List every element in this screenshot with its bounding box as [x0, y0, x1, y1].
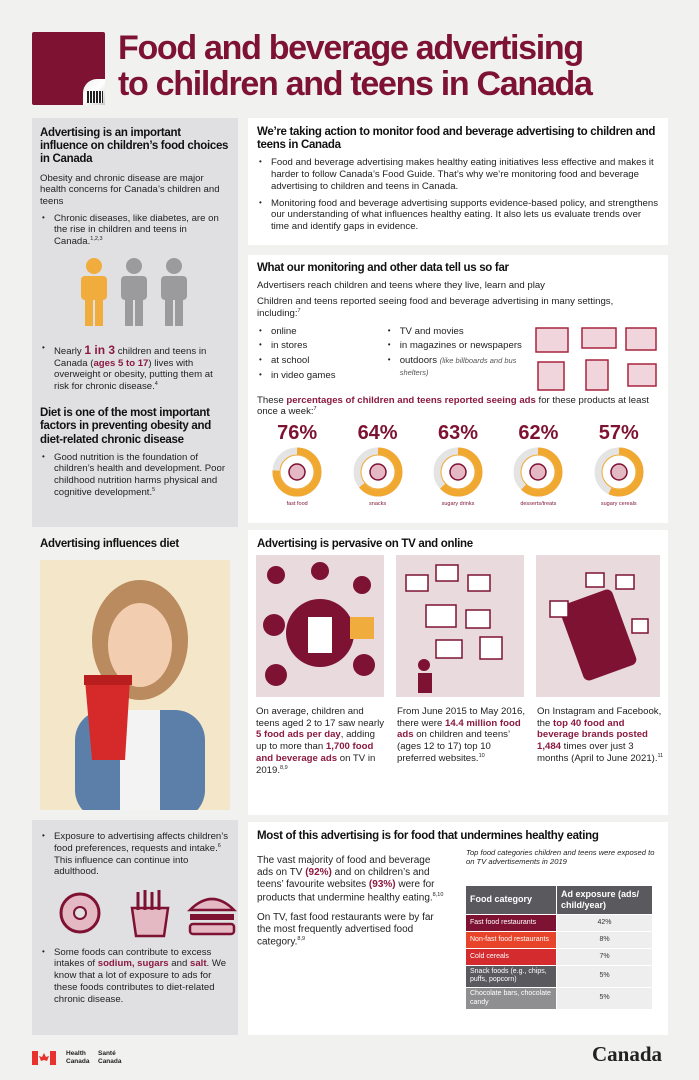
text: Advertisers reach children and teens whe…	[257, 280, 545, 292]
settings-list-2: TV and movies in magazines or newspapers o…	[386, 323, 525, 391]
value-cell: 5%	[557, 965, 652, 987]
product-label: snacks	[369, 501, 387, 508]
section-heading: Advertising influences diet	[40, 538, 179, 550]
table-row: Snack foods (e.g., chips, puffs, popcorn…	[466, 965, 652, 987]
social-ads-text: On Instagram and Facebook, the top 40 fo…	[537, 706, 664, 764]
percent-value: 57%	[598, 422, 639, 445]
value-cell: 5%	[557, 988, 652, 1010]
bullet: Exposure to advertising affects children…	[40, 831, 230, 878]
product-stat: 62% desserts/treats	[498, 422, 578, 508]
section-heading: We’re taking action to monitor food and …	[257, 126, 656, 152]
product-label: sugary cereals	[600, 501, 637, 508]
canada-wordmark: Canada	[592, 1042, 663, 1066]
tv-ads-illustration	[256, 555, 384, 697]
food-icon	[368, 463, 387, 481]
column-header: Ad exposure (ads/ child/year)	[557, 886, 652, 914]
setting-item: in video games	[257, 370, 386, 382]
girl-with-drink-photo	[40, 560, 230, 810]
section-heading: What our monitoring and other data tell …	[257, 262, 509, 274]
bullet: Nearly 1 in 3 children and teens in Cana…	[40, 343, 230, 393]
media-ad-icons	[535, 326, 658, 391]
left-panel-exposure: Exposure to advertising affects children…	[32, 820, 238, 1035]
bullet: Food and beverage advertising makes heal…	[257, 157, 659, 192]
undermine-card: Most of this advertising is for food tha…	[248, 822, 668, 1035]
bullet: Good nutrition is the foundation of chil…	[40, 452, 230, 499]
setting-item: in stores	[257, 340, 386, 352]
food-icon	[449, 463, 467, 481]
section-heading: Advertising is an important influence on…	[40, 127, 229, 166]
percent-value: 76%	[277, 422, 318, 445]
left-panel-influence: Advertising is an important influence on…	[32, 118, 238, 527]
value-cell: 8%	[557, 931, 652, 948]
product-stat: 57% sugary cereals	[579, 422, 659, 508]
product-label: desserts/treats	[520, 501, 557, 508]
food-icon	[529, 463, 548, 481]
category-cell: Snack foods (e.g., chips, puffs, popcorn…	[466, 965, 556, 987]
sante-canada-fr: Santé Canada	[98, 1050, 122, 1065]
settings-list-1: online in stores at school in video games	[257, 323, 386, 391]
settings-row: online in stores at school in video games T…	[257, 323, 659, 391]
category-cell: Cold cereals	[466, 948, 556, 965]
section-heading: Most of this advertising is for food tha…	[257, 830, 599, 842]
category-cell: Non-fast food restaurants	[466, 931, 556, 948]
category-cell: Chocolate bars, chocolate candy	[466, 988, 556, 1010]
product-label: fast food	[286, 501, 308, 508]
setting-item: online	[257, 326, 386, 338]
product-stat: 76% fast food	[257, 422, 337, 508]
bullet: Chronic diseases, like diabetes, are on …	[40, 213, 230, 248]
donut-fill	[594, 447, 644, 497]
health-canada-signature: Health Canada Santé Canada	[32, 1050, 122, 1066]
outdoors-note: (like billboards and bus shelters)	[399, 355, 517, 377]
table-row: Non-fast food restaurants 8%	[466, 931, 652, 948]
column-header: Food category	[466, 886, 556, 914]
text: Children and teens reported seeing food …	[257, 295, 614, 319]
ad-exposure-table: Food category Ad exposure (ads/ child/yea…	[465, 885, 653, 1010]
bullet: Monitoring food and beverage advertising…	[257, 198, 659, 233]
product-stats: 76% fast food 64% snacks 63% sugary drinks 62%…	[257, 422, 659, 508]
website-ads-illustration	[396, 555, 524, 697]
percent-value: 63%	[437, 422, 478, 445]
text: These percentages of children and teens …	[257, 394, 649, 418]
donut-fill	[513, 447, 563, 497]
junk-food-icons	[59, 890, 238, 938]
donut-fill	[353, 447, 403, 497]
setting-item: TV and movies	[386, 326, 525, 338]
food-icon	[288, 463, 306, 481]
social-media-ads-illustration	[536, 555, 660, 697]
title-line-1: Food and beverage advertising	[118, 29, 584, 67]
people-icon	[40, 248, 230, 338]
section-heading: Advertising is pervasive on TV and onlin…	[257, 538, 473, 550]
page-title: Food and beverage advertising to children…	[118, 29, 593, 103]
intro-text: Obesity and chronic disease are major he…	[40, 172, 220, 208]
category-cell: Fast food restaurants	[466, 914, 556, 931]
product-stat: 63% sugary drinks	[418, 422, 498, 508]
value-cell: 42%	[557, 914, 652, 931]
undermine-text: The vast majority of food and beverage a…	[257, 855, 444, 948]
table-row: Cold cereals 7%	[466, 948, 652, 965]
tv-ads-text: On average, children and teens aged 2 to…	[256, 706, 385, 776]
action-card: We’re taking action to monitor food and …	[248, 118, 668, 245]
ad-logo-icon	[32, 32, 105, 105]
monitoring-card: What our monitoring and other data tell …	[248, 255, 668, 523]
value-cell: 7%	[557, 948, 652, 965]
website-ads-text: From June 2015 to May 2016, there were 1…	[397, 706, 525, 764]
bullet: Some foods can contribute to excess inta…	[40, 947, 230, 1006]
table-row: Chocolate bars, chocolate candy 5%	[466, 988, 652, 1010]
food-icon	[610, 463, 628, 481]
setting-item: in magazines or newspapers	[386, 340, 525, 352]
health-canada-en: Health Canada	[66, 1050, 90, 1065]
section-heading: Diet is one of the most important factor…	[40, 407, 211, 446]
percent-value: 64%	[357, 422, 398, 445]
product-stat: 64% snacks	[338, 422, 418, 508]
title-line-2: to children and teens in Canada	[118, 65, 593, 103]
donut-fill	[433, 447, 483, 497]
table-row: Fast food restaurants 42%	[466, 914, 652, 931]
canada-flag-icon	[32, 1050, 56, 1065]
setting-item: at school	[257, 355, 386, 367]
donut-fill	[272, 447, 322, 497]
table-caption: Top food categories children and teens w…	[466, 848, 655, 867]
setting-item: outdoors (like billboards and bus shelte…	[386, 355, 525, 378]
product-label: sugary drinks	[441, 501, 475, 508]
percent-value: 62%	[518, 422, 559, 445]
